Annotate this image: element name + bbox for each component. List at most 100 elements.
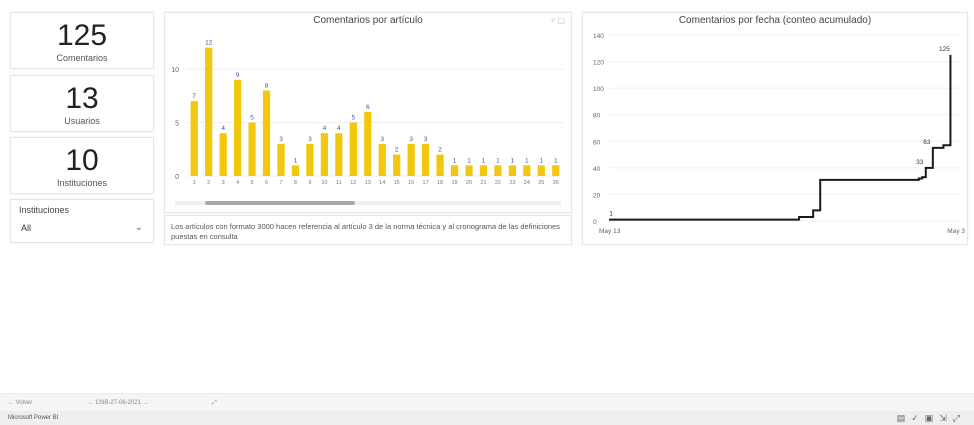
bar[interactable] — [422, 143, 430, 176]
x-tick-label: 13 — [365, 180, 371, 186]
focus-mode-icon[interactable]: ▿ ▢ — [551, 16, 565, 25]
x-tick-label: 14 — [379, 180, 385, 186]
slicer-dropdown[interactable]: All ⌄ — [19, 220, 145, 236]
x-tick-label: 21 — [480, 180, 486, 186]
kpi-value: 10 — [65, 144, 99, 177]
bar-data-label: 3 — [279, 136, 283, 143]
bar[interactable] — [465, 165, 473, 176]
y-tick-label: 80 — [593, 113, 601, 120]
line-chart: 0 20 40 60 80 100 120 140 1 33 63 125 May 13 May 3 — [593, 33, 965, 235]
bar[interactable] — [407, 143, 415, 176]
x-tick-label: 23 — [509, 180, 515, 186]
note-text: Los artículos con formato 3000 hacen ref… — [171, 222, 560, 241]
expand-icon[interactable]: ⤢ — [212, 400, 217, 406]
bar[interactable] — [205, 47, 213, 176]
instituciones-slicer: Instituciones All ⌄ — [10, 199, 154, 243]
bar[interactable] — [262, 90, 271, 176]
point-label: 1 — [609, 211, 613, 218]
y-tick-label: 0 — [593, 219, 597, 226]
bar-data-label: 8 — [265, 82, 269, 89]
back-button[interactable]: ← Volver — [8, 400, 33, 406]
kpi-label: Comentarios — [56, 53, 108, 63]
bar-data-label: 2 — [438, 147, 442, 154]
bar-data-label: 6 — [366, 104, 370, 111]
x-tick-label: 9 — [308, 180, 311, 186]
bar-data-label: 1 — [525, 157, 529, 164]
note-card: Los artículos con formato 3000 hacen ref… — [164, 215, 572, 245]
slicer-value: All — [21, 223, 32, 233]
x-tick-label: 15 — [394, 180, 400, 186]
bar-data-label: 3 — [424, 136, 428, 143]
bar-chart: 0510711224394558637183941041151261331421… — [171, 40, 563, 205]
line-chart-card: Comentarios por fecha (conteo acumulado)… — [582, 12, 968, 245]
bar[interactable] — [349, 122, 357, 176]
x-tick-label: 19 — [451, 180, 457, 186]
y-tick-label: 5 — [175, 121, 179, 128]
y-tick-label: 40 — [593, 166, 601, 173]
bar-data-label: 2 — [395, 147, 399, 154]
bar[interactable] — [219, 133, 227, 176]
kpi-comentarios: 125 Comentarios — [10, 12, 154, 69]
bar[interactable] — [234, 79, 242, 176]
x-tick-label: 4 — [236, 180, 239, 186]
bar[interactable] — [537, 165, 545, 176]
bar[interactable] — [320, 133, 328, 176]
bar-chart-card: Comentarios por artículo ▿ ▢ 0 5 10 7 1 12 2 4 3… — [164, 12, 572, 213]
x-tick-label: 2 — [207, 180, 210, 186]
cumulative-line[interactable] — [609, 54, 952, 221]
x-tick-label: 3 — [222, 180, 225, 186]
back-label: Volver — [15, 400, 33, 406]
y-tick-label: 10 — [171, 67, 179, 74]
bar[interactable] — [291, 165, 300, 176]
bar-data-label: 4 — [337, 125, 341, 132]
scrollbar-thumb[interactable] — [205, 201, 355, 205]
bar[interactable] — [450, 165, 459, 176]
page-navigation: ← Volver ← CNB-27-06-2021 → ⤢ — [0, 393, 974, 411]
bar[interactable] — [523, 165, 531, 176]
power-bi-brand[interactable]: Microsoft Power BI — [8, 415, 59, 421]
bar-data-label: 1 — [294, 157, 298, 164]
x-tick-label: 7 — [279, 180, 282, 186]
x-tick-label: 20 — [466, 180, 472, 186]
x-tick-label: 18 — [437, 180, 443, 186]
x-tick-label: 10 — [321, 180, 327, 186]
x-tick-label: 11 — [336, 180, 342, 186]
x-tick-label: 12 — [350, 180, 356, 186]
bar-data-label: 1 — [511, 157, 515, 164]
y-tick-label: 100 — [593, 86, 604, 93]
bar[interactable] — [364, 111, 372, 176]
bar[interactable] — [479, 165, 488, 176]
chevron-down-icon: ⌄ — [134, 222, 143, 233]
x-tick-label: 1 — [193, 180, 196, 186]
scrollbar-track — [175, 201, 561, 205]
bar-data-label: 5 — [351, 115, 355, 122]
kpi-value: 13 — [65, 82, 99, 115]
bar[interactable] — [335, 133, 343, 176]
page-selector[interactable]: ← CNB-27-06-2021 → — [88, 400, 149, 406]
x-tick-label: 5 — [251, 180, 254, 186]
bar-chart-title: Comentarios por artículo — [313, 15, 423, 26]
bar-data-label: 4 — [323, 125, 327, 132]
bar[interactable] — [190, 101, 198, 176]
bar-data-label: 1 — [482, 157, 486, 164]
bar[interactable] — [248, 122, 256, 176]
bar[interactable] — [494, 165, 502, 176]
bar-data-label: 9 — [236, 72, 240, 79]
bar[interactable] — [378, 143, 386, 176]
share-icons[interactable]: ▤✓▣⇲⤢ — [896, 413, 966, 423]
bar[interactable] — [508, 165, 516, 176]
bar[interactable] — [393, 154, 401, 176]
y-tick-label: 120 — [593, 60, 604, 67]
bar-data-label: 4 — [221, 125, 225, 132]
bar[interactable] — [552, 165, 560, 176]
bar[interactable] — [306, 143, 314, 176]
bar[interactable] — [436, 154, 444, 176]
x-tick-label: 25 — [538, 180, 544, 186]
y-tick-label: 60 — [593, 139, 601, 146]
bar-data-label: 12 — [205, 40, 213, 47]
bar[interactable] — [277, 143, 285, 176]
bar-data-label: 3 — [409, 136, 413, 143]
y-tick-label: 0 — [175, 174, 179, 181]
bar-data-label: 3 — [308, 136, 312, 143]
